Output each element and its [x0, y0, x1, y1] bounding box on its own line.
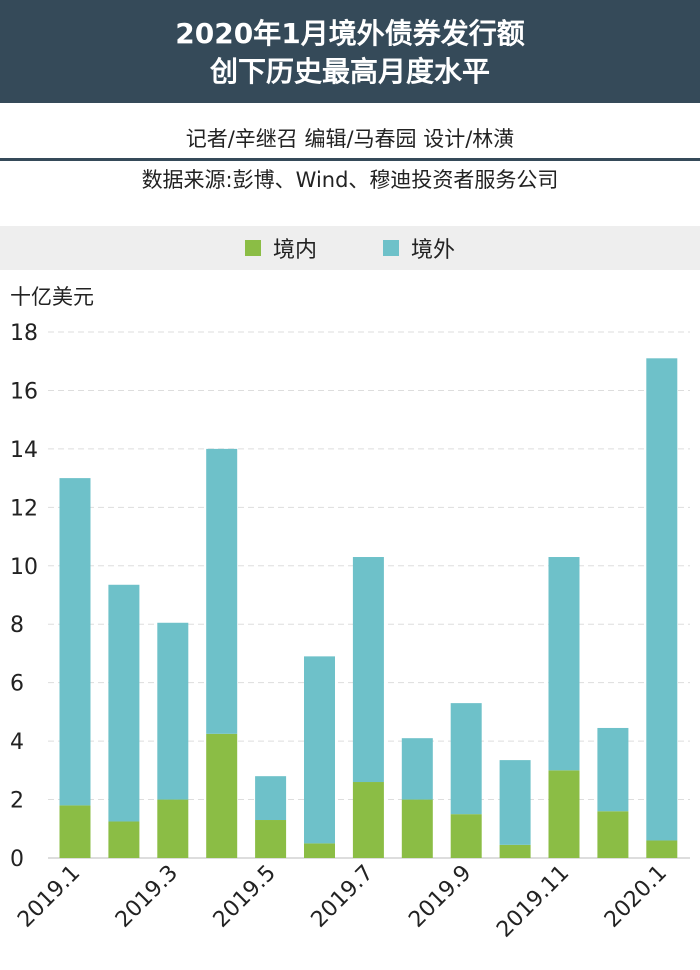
y-axis-label: 十亿美元 — [10, 285, 94, 309]
x-tick-label: 2019.9 — [404, 861, 476, 933]
legend: 境内 境外 — [0, 226, 700, 270]
x-tick-label: 2020.1 — [600, 861, 672, 933]
y-tick-label: 12 — [10, 496, 38, 521]
chart-title-line1: 2020年1月境外债券发行额 — [175, 17, 525, 50]
divider — [0, 158, 700, 161]
source-line: 数据来源:彭博、Wind、穆迪投资者服务公司 — [141, 168, 559, 192]
y-tick-labels: 0 2 4 6 8 10 12 14 16 18 — [10, 321, 38, 872]
y-tick-label: 2 — [10, 789, 24, 814]
bar-overseas — [206, 448, 238, 734]
bar-domestic — [108, 821, 140, 858]
bar-overseas — [157, 622, 189, 800]
bar-overseas — [59, 478, 91, 806]
y-tick-label: 6 — [10, 672, 24, 697]
legend-label-domestic: 境内 — [273, 238, 318, 263]
x-tick-label: 2019.7 — [307, 861, 379, 933]
bar-overseas — [450, 703, 482, 815]
bar-domestic — [401, 799, 433, 858]
x-tick-label: 2019.5 — [209, 861, 281, 933]
bar-domestic — [450, 814, 482, 858]
bar-domestic — [206, 733, 238, 858]
bar-domestic — [597, 811, 629, 858]
chart-title-line2: 创下历史最高月度水平 — [209, 55, 490, 88]
legend-item-overseas: 境外 — [383, 226, 455, 270]
y-tick-label: 10 — [10, 555, 38, 580]
x-tick-label: 2019.3 — [111, 861, 183, 933]
bar-overseas — [255, 776, 287, 821]
legend-swatch-domestic — [245, 240, 261, 256]
bar-overseas — [108, 584, 140, 822]
y-tick-label: 18 — [10, 321, 38, 346]
bar-overseas — [646, 358, 678, 841]
legend-swatch-overseas — [383, 240, 399, 256]
credits-line: 记者/辛继召 编辑/马春园 设计/林潢 — [185, 127, 515, 151]
legend-label-overseas: 境外 — [411, 238, 456, 263]
bar-overseas — [304, 656, 335, 844]
legend-item-domestic: 境内 — [245, 226, 317, 270]
y-tick-label: 4 — [10, 730, 24, 755]
y-tick-label: 16 — [10, 379, 38, 404]
bar-domestic — [304, 843, 335, 858]
bar-domestic — [157, 799, 189, 858]
bar-overseas — [597, 727, 629, 812]
y-tick-label: 14 — [10, 438, 38, 463]
bar-domestic — [646, 840, 678, 858]
bar-domestic — [352, 782, 384, 858]
bars — [59, 358, 678, 858]
bar-overseas — [499, 760, 531, 845]
bar-domestic — [548, 770, 580, 858]
bar-domestic — [255, 820, 287, 858]
bar-overseas — [548, 557, 580, 771]
title-banner: 2020年1月境外债券发行额 创下历史最高月度水平 — [0, 0, 700, 103]
x-tick-label: 2019.11 — [492, 861, 574, 943]
bar-overseas — [401, 738, 433, 800]
y-tick-label: 8 — [10, 613, 24, 638]
bar-domestic — [59, 805, 91, 858]
bar-domestic — [499, 844, 531, 858]
bar-overseas — [352, 557, 384, 783]
y-tick-label: 0 — [10, 847, 24, 872]
x-tick-labels: 2019.1 2019.3 2019.5 2019.7 2019.9 2019.11 202… — [13, 861, 672, 943]
